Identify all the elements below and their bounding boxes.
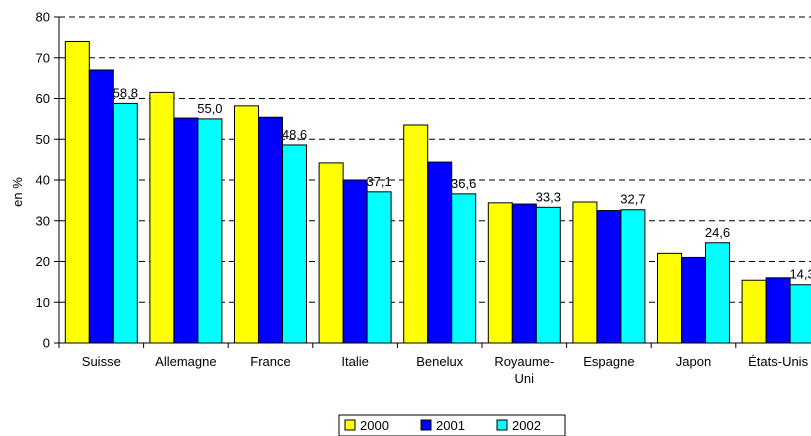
- y-tick-label: 40: [36, 173, 50, 188]
- data-label: 14,3: [789, 267, 811, 282]
- category-label: Espagne: [583, 354, 634, 369]
- data-label: 48,6: [282, 127, 307, 142]
- data-label: 37,1: [366, 174, 391, 189]
- x-axis: Suisse Allemagne France Italie Benelux Royaum…: [58, 17, 811, 386]
- category-label: Uni: [515, 371, 535, 386]
- bar-2000: [149, 91, 175, 344]
- bar-2002: [535, 206, 561, 344]
- y-tick-label: 30: [36, 213, 50, 228]
- y-tick-label: 50: [36, 132, 50, 147]
- category-label: Royaume-: [494, 354, 554, 369]
- legend-entry: 2000: [360, 418, 389, 433]
- y-tick-label: 10: [36, 295, 50, 310]
- bar-2000: [318, 162, 344, 344]
- y-tick-label: 0: [43, 336, 50, 351]
- category-label: Italie: [341, 354, 368, 369]
- legend-swatch: [420, 419, 432, 431]
- bar-2002: [705, 242, 730, 344]
- y-tick-label: 80: [36, 10, 50, 25]
- bar-2000: [741, 279, 767, 344]
- category-label: États-Unis: [748, 354, 808, 369]
- bar-2000: [487, 202, 513, 344]
- bar-2002: [620, 209, 646, 344]
- data-label: 36,6: [451, 176, 476, 191]
- legend-swatch: [344, 419, 356, 431]
- data-labels: 58,8 55,0 48,6 37,1 36,6 33,3 32,7 24,6 14,3: [113, 85, 811, 281]
- bar-2002: [451, 193, 477, 344]
- bar-2001: [681, 256, 706, 344]
- y-tick-label: 70: [36, 50, 50, 65]
- bar-2002: [112, 102, 138, 344]
- bar-2000: [572, 201, 598, 344]
- category-label: Japon: [676, 354, 711, 369]
- data-label: 24,6: [705, 225, 730, 240]
- bar-2001: [427, 161, 453, 344]
- category-label: Benelux: [416, 354, 463, 369]
- data-label: 32,7: [620, 192, 645, 207]
- y-tick-label: 60: [36, 91, 50, 106]
- data-label: 55,0: [197, 101, 222, 116]
- bar-2002: [366, 191, 392, 344]
- bar-2000: [657, 252, 682, 344]
- bar-2001: [258, 116, 283, 344]
- category-label: Suisse: [82, 354, 121, 369]
- bar-2002: [282, 144, 307, 344]
- legend-entry: 2002: [512, 418, 541, 433]
- bars: [64, 40, 811, 344]
- data-label: 33,3: [536, 189, 561, 204]
- legend-entry: 2001: [436, 418, 465, 433]
- bar-2002: [197, 118, 223, 344]
- category-label: France: [250, 354, 290, 369]
- legend: 2000 2001 2002: [338, 414, 566, 436]
- bar-2000: [234, 105, 259, 344]
- bar-2001: [765, 277, 791, 344]
- bar-2001: [342, 179, 368, 344]
- legend-box: [338, 414, 566, 436]
- data-label: 58,8: [113, 85, 138, 100]
- legend-swatch: [496, 419, 508, 431]
- y-axis-label: en %: [10, 177, 25, 207]
- bar-2000: [403, 124, 429, 344]
- bar-2001: [88, 69, 114, 344]
- category-label: Allemagne: [155, 354, 216, 369]
- bar-2002: [789, 284, 811, 344]
- bar-2001: [173, 117, 199, 344]
- bar-2000: [64, 40, 90, 344]
- y-tick-label: 20: [36, 254, 50, 269]
- bar-2001: [596, 210, 622, 344]
- y-axis-ticks: 0 10 20 30 40 50 60 70 80: [36, 10, 59, 351]
- bar-2001: [511, 203, 537, 344]
